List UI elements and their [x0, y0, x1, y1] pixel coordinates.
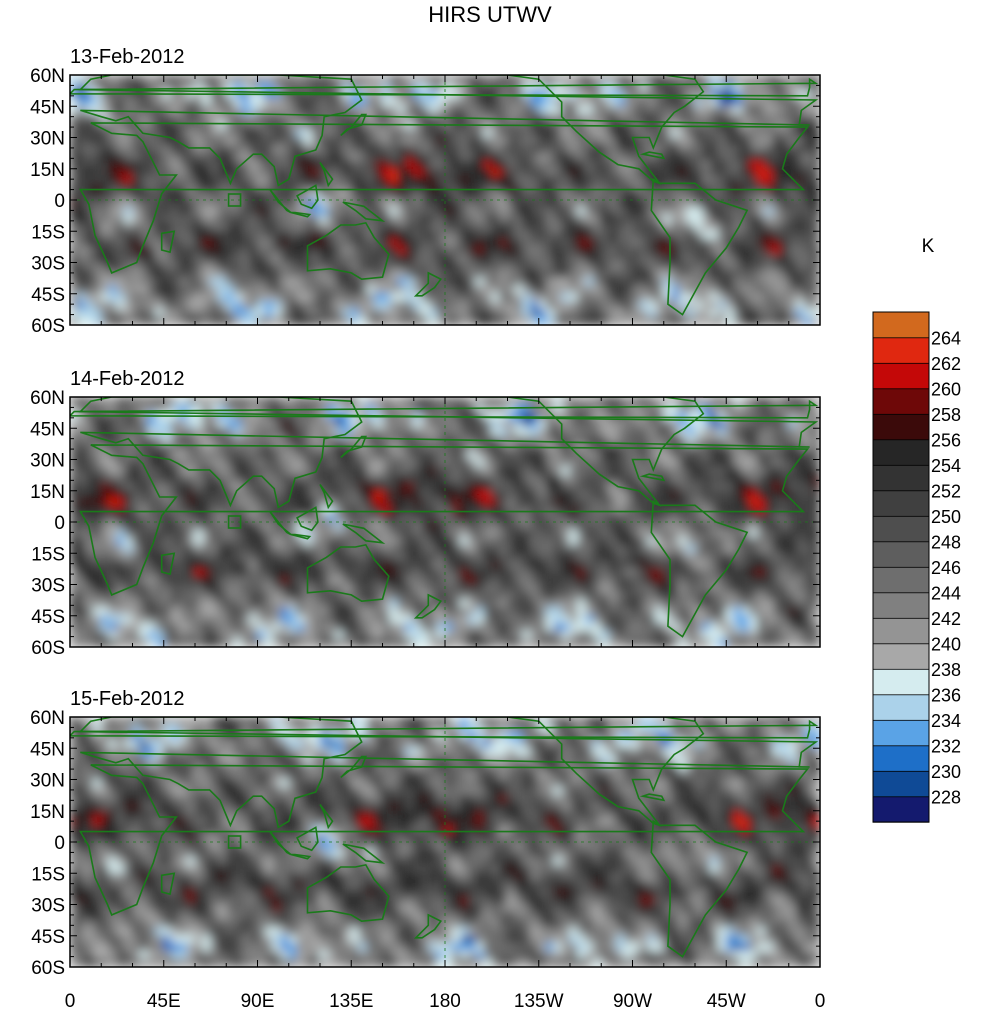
x-tick-label: 0 [65, 991, 76, 1012]
y-tick-label: 15S [31, 864, 65, 885]
colorbar-label: 260 [931, 380, 961, 400]
y-tick-label: 45N [30, 739, 65, 760]
colorbar-swatch [872, 541, 930, 568]
colorbar-swatch [872, 337, 930, 364]
x-tick-label: 45W [707, 991, 746, 1012]
y-tick-label: 60S [31, 638, 65, 659]
colorbar-label: 244 [931, 584, 961, 604]
y-tick-label: 45S [31, 285, 65, 306]
ticks [69, 716, 821, 968]
y-tick-label: 45S [31, 927, 65, 948]
units-label: K [922, 236, 935, 257]
x-tick-label: 45E [147, 991, 181, 1012]
colorbar-swatch [872, 694, 930, 721]
y-tick-label: 45S [31, 607, 65, 628]
colorbar-swatch [872, 617, 930, 645]
colorbar-label: 264 [931, 329, 961, 349]
chart-title: HIRS UTWV [428, 2, 552, 27]
colorbar-label: 228 [931, 788, 961, 808]
colorbar-swatch [872, 311, 930, 339]
y-tick-label: 60N [30, 66, 65, 87]
x-tick-label: 0 [815, 991, 826, 1012]
colorbar-swatch [872, 745, 930, 772]
colorbar-swatch [872, 388, 930, 415]
colorbar: 228 230 232 234 236 238 240 242 244 246 248 250 252 2… [872, 311, 961, 823]
map-panel-2: 60N 45N 30N 15N 0 15S 30S 45S 60S 14-Feb-2012 [30, 368, 821, 659]
y-tick-label: 15N [30, 160, 65, 181]
colorbar-swatch [872, 413, 930, 441]
colorbar-label: 256 [931, 431, 961, 451]
y-tick-label: 30N [30, 451, 65, 472]
colorbar-swatch [872, 668, 930, 696]
panel-date: 13-Feb-2012 [70, 46, 185, 68]
colorbar-label: 230 [931, 762, 961, 782]
y-tick-label: 15N [30, 802, 65, 823]
ticks [69, 396, 821, 648]
colorbar-swatch [872, 490, 930, 517]
colorbar-label: 236 [931, 686, 961, 706]
colorbar-swatch [872, 592, 930, 619]
x-tick-labels: 0 45E 90E 135E 180 135W 90W 45W 0 [65, 991, 826, 1012]
y-tick-label: 45N [30, 419, 65, 440]
y-tick-label: 30N [30, 129, 65, 150]
colorbar-label: 240 [931, 635, 961, 655]
x-tick-label: 90E [241, 991, 275, 1012]
colorbar-label: 250 [931, 507, 961, 527]
coastlines [70, 75, 820, 325]
colorbar-swatch [872, 796, 930, 823]
y-tick-label: 60N [30, 388, 65, 409]
map-panel-1: 60N 45N 30N 15N 0 15S 30S 45S 60S 13-Feb-2012 [30, 46, 821, 337]
y-tick-label: 0 [54, 191, 65, 212]
x-tick-label: 180 [429, 991, 461, 1012]
colorbar-label: 258 [931, 405, 961, 425]
colorbar-swatch [872, 566, 930, 594]
y-tick-label: 30N [30, 771, 65, 792]
y-tick-label: 15S [31, 222, 65, 243]
ticks [69, 74, 821, 326]
colorbar-label: 246 [931, 558, 961, 578]
colorbar-swatch [872, 719, 930, 747]
coastlines [70, 717, 820, 967]
y-tick-label: 0 [54, 833, 65, 854]
colorbar-swatch [872, 643, 930, 670]
colorbar-label: 232 [931, 737, 961, 757]
colorbar-swatch [872, 464, 930, 492]
colorbar-label: 252 [931, 482, 961, 502]
y-tick-label: 60N [30, 708, 65, 729]
x-tick-label: 90W [613, 991, 652, 1012]
map-panels: 60N45N30N15N015S30S45S60S13-Feb-201260N4… [30, 46, 821, 979]
panel-date: 14-Feb-2012 [70, 368, 185, 390]
coastlines [70, 397, 820, 647]
y-tick-label: 15N [30, 482, 65, 503]
colorbar-label: 262 [931, 354, 961, 374]
colorbar-swatch [872, 439, 930, 466]
colorbar-swatch [872, 362, 930, 390]
y-tick-label: 30S [31, 254, 65, 275]
y-tick-label: 0 [54, 513, 65, 534]
x-tick-label: 135E [329, 991, 373, 1012]
y-tick-label: 60S [31, 958, 65, 979]
y-tick-label: 15S [31, 544, 65, 565]
colorbar-label: 238 [931, 660, 961, 680]
colorbar-label: 254 [931, 456, 961, 476]
x-tick-label: 135W [514, 991, 564, 1012]
colorbar-label: 234 [931, 711, 961, 731]
y-tick-label: 30S [31, 576, 65, 597]
colorbar-swatch [872, 770, 930, 798]
map-panel-3: 60N 45N 30N 15N 0 15S 30S 45S 60S 15-Feb-2012 [30, 688, 821, 979]
colorbar-label: 242 [931, 609, 961, 629]
y-tick-label: 45N [30, 97, 65, 118]
y-tick-label: 60S [31, 316, 65, 337]
colorbar-label: 248 [931, 533, 961, 553]
y-tick-label: 30S [31, 896, 65, 917]
colorbar-swatch [872, 515, 930, 543]
panel-date: 15-Feb-2012 [70, 688, 185, 710]
